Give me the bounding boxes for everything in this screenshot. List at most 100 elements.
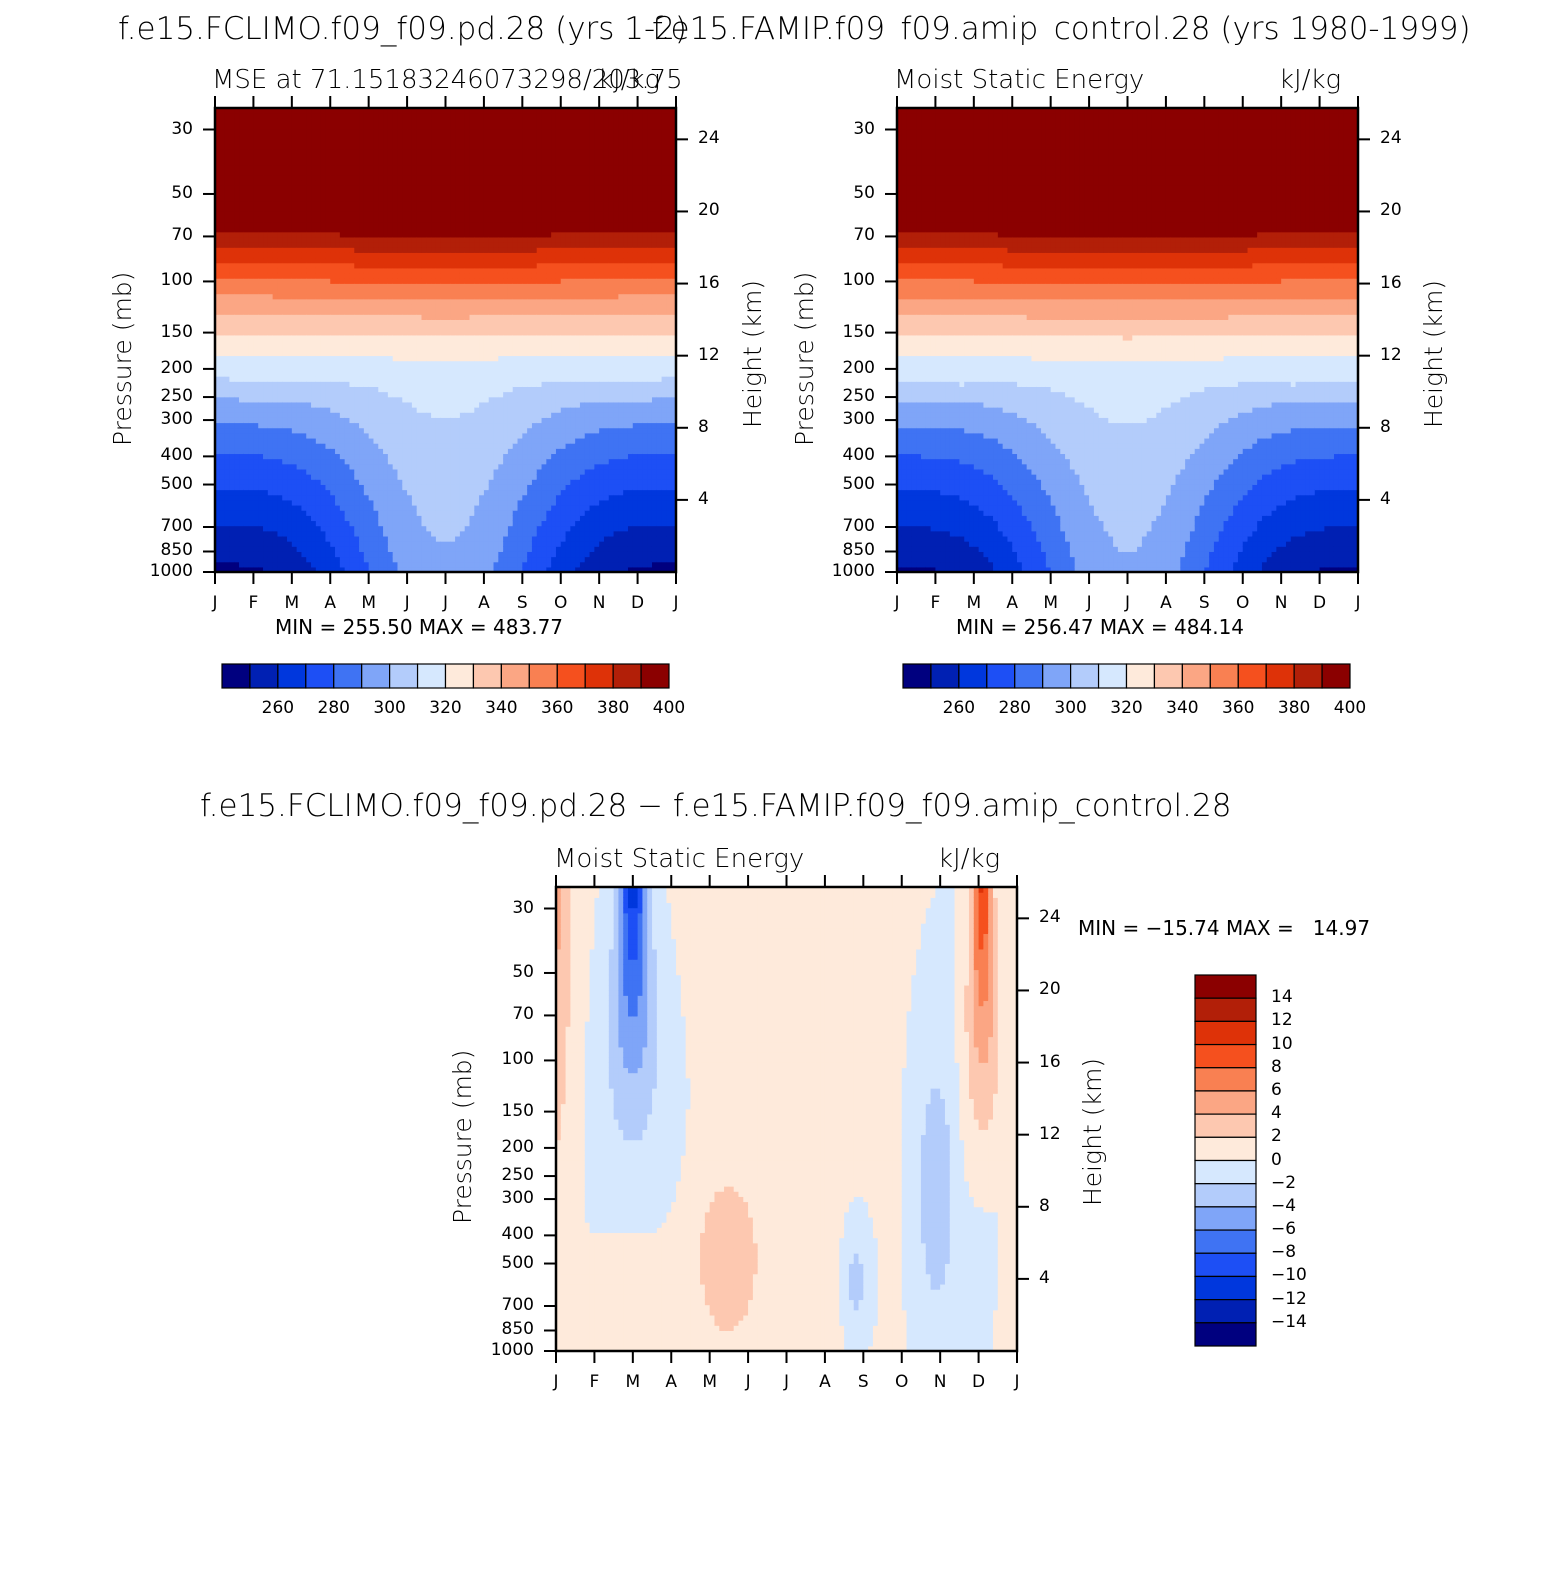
left-cell [421, 258, 426, 264]
left-cell [441, 484, 446, 490]
left-cell [426, 309, 431, 315]
left-cell [321, 443, 326, 449]
left-cell [436, 154, 441, 160]
left-cell [474, 314, 479, 320]
left-cell [306, 319, 311, 325]
left-cell [239, 459, 244, 465]
left-cell [340, 309, 345, 315]
left-cell [369, 165, 374, 171]
left-cell [412, 495, 417, 501]
left-cell [345, 325, 350, 331]
left-cell [268, 118, 273, 124]
left-cell [465, 381, 470, 387]
left-cell [234, 190, 239, 196]
left-cell [450, 562, 455, 568]
left-cell [277, 237, 282, 243]
left-cell [426, 196, 431, 202]
left-cell [378, 520, 383, 526]
left-cell [421, 190, 426, 196]
left-cell [450, 160, 455, 166]
left-cell [407, 242, 412, 248]
left-cell [287, 453, 292, 459]
left-cell [436, 340, 441, 346]
left-cell [268, 376, 273, 382]
left-cell [311, 263, 316, 269]
left-cell [311, 185, 316, 191]
left-cell [277, 258, 282, 264]
left-cell [340, 283, 345, 289]
left-cell [253, 252, 258, 258]
left-cell [455, 113, 460, 119]
left-cell [273, 206, 278, 212]
left-cell [297, 304, 302, 310]
left-cell [220, 288, 225, 294]
left-cell [383, 443, 388, 449]
left-cell [417, 330, 422, 336]
left-cell [397, 386, 402, 392]
left-cell [220, 154, 225, 160]
left-cell [253, 278, 258, 284]
left-cell [292, 350, 297, 356]
left-cell [397, 268, 402, 274]
left-cell [393, 242, 398, 248]
left-cell [446, 464, 451, 470]
left-cell [330, 123, 335, 129]
left-cell [397, 469, 402, 475]
left-cell [220, 113, 225, 119]
left-cell [297, 490, 302, 496]
left-cell [282, 294, 287, 300]
left-cell [397, 180, 402, 186]
left-cell [359, 392, 364, 398]
left-cell [474, 505, 479, 511]
left-cell [268, 252, 273, 258]
left-cell [388, 397, 393, 403]
left-cell [378, 216, 383, 222]
left-cell [412, 469, 417, 475]
left-cell [321, 453, 326, 459]
left-cell [354, 510, 359, 516]
left-cell [239, 407, 244, 413]
left-cell [431, 510, 436, 516]
left-cell [474, 562, 479, 568]
left-cell [229, 355, 234, 361]
left-cell [229, 273, 234, 279]
left-cell [297, 515, 302, 521]
left-cell [345, 160, 350, 166]
left-cell [316, 247, 321, 253]
left-cell [417, 304, 422, 310]
left-cell [383, 288, 388, 294]
left-cell [369, 345, 374, 351]
left-cell [225, 294, 230, 300]
left-cell [244, 392, 249, 398]
left-cell [330, 144, 335, 150]
left-cell [407, 263, 412, 269]
left-cell [249, 190, 254, 196]
left-cell [421, 428, 426, 434]
left-cell [441, 190, 446, 196]
left-cell [388, 412, 393, 418]
left-cell [354, 335, 359, 341]
left-cell [330, 495, 335, 501]
left-cell [335, 340, 340, 346]
left-cell [383, 345, 388, 351]
left-cell [306, 309, 311, 315]
left-cell [431, 190, 436, 196]
left-cell [402, 263, 407, 269]
left-cell [378, 299, 383, 305]
left-cell [253, 443, 258, 449]
left-cell [301, 361, 306, 367]
left-cell [282, 319, 287, 325]
left-cell [431, 278, 436, 284]
left-cell [402, 129, 407, 135]
left-cell [325, 459, 330, 465]
left-cell [273, 392, 278, 398]
left-cell [455, 319, 460, 325]
left-cell [282, 211, 287, 217]
left-cell [369, 422, 374, 428]
left-cell [330, 118, 335, 124]
left-cell [393, 170, 398, 176]
left-cell [268, 464, 273, 470]
left-cell [470, 129, 475, 135]
left-cell [325, 139, 330, 145]
left-cell [455, 340, 460, 346]
